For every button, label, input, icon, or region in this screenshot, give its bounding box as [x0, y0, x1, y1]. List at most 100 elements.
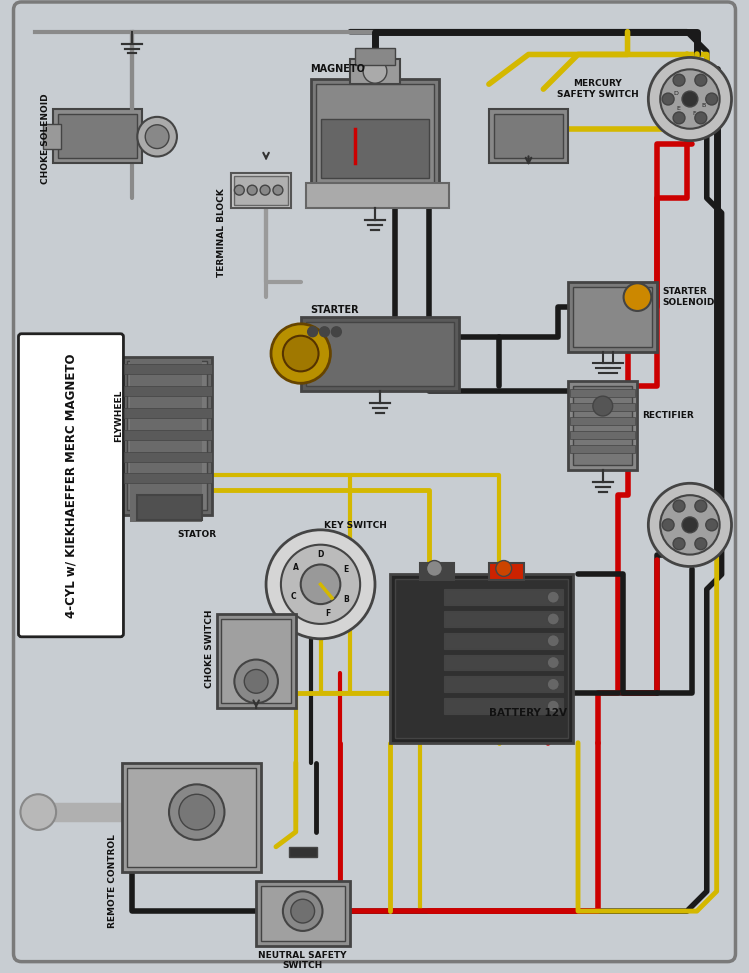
Bar	[573, 386, 632, 465]
Bar	[234, 176, 288, 205]
Circle shape	[662, 519, 674, 531]
Text: F: F	[326, 608, 331, 618]
Bar	[419, 562, 454, 580]
Circle shape	[281, 545, 360, 624]
Bar	[306, 183, 449, 208]
Bar	[43, 124, 61, 149]
FancyBboxPatch shape	[19, 334, 124, 636]
Circle shape	[20, 794, 56, 830]
Bar	[222, 619, 291, 703]
Circle shape	[593, 396, 613, 415]
Bar	[570, 417, 635, 425]
Text: E: E	[344, 565, 349, 574]
Circle shape	[682, 91, 698, 107]
Bar	[444, 699, 563, 714]
Circle shape	[273, 185, 283, 196]
Circle shape	[266, 530, 375, 639]
Circle shape	[548, 701, 560, 712]
Bar	[315, 85, 434, 183]
Text: CHOKE SOLENOID: CHOKE SOLENOID	[40, 93, 49, 184]
Circle shape	[308, 327, 318, 337]
Text: STATOR: STATOR	[177, 530, 216, 539]
Circle shape	[695, 500, 707, 512]
Bar	[300, 317, 459, 391]
Circle shape	[426, 560, 443, 576]
Bar	[124, 386, 211, 396]
Text: BATTERY 12V: BATTERY 12V	[490, 708, 568, 718]
Bar	[444, 655, 563, 670]
Bar	[256, 882, 351, 946]
Circle shape	[695, 538, 707, 550]
Text: D: D	[673, 91, 679, 96]
Bar	[389, 574, 573, 742]
Circle shape	[695, 74, 707, 86]
Bar	[53, 109, 142, 163]
Text: D: D	[318, 550, 324, 559]
Circle shape	[244, 669, 268, 693]
Bar	[444, 632, 563, 649]
Circle shape	[260, 185, 270, 196]
Bar	[124, 474, 211, 484]
Bar	[124, 451, 211, 461]
Circle shape	[247, 185, 257, 196]
Bar	[289, 847, 317, 856]
Circle shape	[271, 324, 330, 383]
Circle shape	[145, 125, 169, 149]
Bar	[395, 579, 568, 738]
Circle shape	[320, 327, 330, 337]
Bar	[444, 590, 563, 605]
Text: STARTER: STARTER	[311, 305, 360, 315]
Bar	[355, 48, 395, 65]
Circle shape	[331, 327, 342, 337]
Bar	[137, 495, 201, 520]
Circle shape	[673, 112, 685, 124]
Text: FLYWHEEL: FLYWHEEL	[114, 390, 123, 442]
Text: RECTIFIER: RECTIFIER	[643, 412, 694, 420]
Circle shape	[706, 93, 718, 105]
Circle shape	[682, 517, 698, 533]
Circle shape	[548, 613, 560, 625]
Circle shape	[548, 634, 560, 647]
Circle shape	[673, 538, 685, 550]
Circle shape	[234, 185, 244, 196]
Text: KEY SWITCH: KEY SWITCH	[324, 521, 386, 530]
Bar	[573, 287, 652, 346]
Circle shape	[283, 336, 318, 372]
Text: F: F	[692, 111, 696, 116]
Text: CHOKE SWITCH: CHOKE SWITCH	[205, 609, 214, 688]
Bar	[570, 431, 635, 439]
Text: MERCURY
SAFETY SWITCH: MERCURY SAFETY SWITCH	[557, 80, 639, 99]
Bar	[444, 676, 563, 692]
Text: REMOTE CONTROL: REMOTE CONTROL	[108, 835, 117, 928]
Bar	[124, 430, 211, 440]
Text: MAGNETO: MAGNETO	[311, 64, 366, 74]
Bar	[489, 562, 524, 580]
Circle shape	[291, 899, 315, 923]
Bar	[489, 109, 568, 163]
Circle shape	[548, 678, 560, 690]
Bar	[351, 59, 400, 85]
Circle shape	[662, 93, 674, 105]
Circle shape	[137, 117, 177, 157]
Text: NEUTRAL SAFETY
SWITCH: NEUTRAL SAFETY SWITCH	[258, 951, 347, 970]
Bar	[127, 362, 207, 510]
Circle shape	[234, 660, 278, 703]
Text: STARTER
SOLENOID: STARTER SOLENOID	[662, 287, 715, 306]
Bar	[122, 356, 211, 515]
Circle shape	[624, 283, 652, 311]
Bar	[570, 389, 635, 397]
Bar	[568, 282, 657, 351]
Text: C: C	[291, 593, 297, 601]
Circle shape	[179, 794, 214, 830]
Text: B: B	[701, 103, 706, 108]
Bar	[127, 768, 256, 867]
Bar	[570, 445, 635, 452]
Circle shape	[649, 57, 732, 141]
Bar	[124, 365, 211, 375]
Bar	[444, 611, 563, 627]
Bar	[124, 408, 211, 418]
Text: 4-CYL w/ KIEKHAEFFER MERC MAGNETO: 4-CYL w/ KIEKHAEFFER MERC MAGNETO	[64, 353, 77, 618]
Bar	[216, 614, 296, 708]
Bar	[494, 114, 563, 159]
Bar	[122, 763, 261, 872]
